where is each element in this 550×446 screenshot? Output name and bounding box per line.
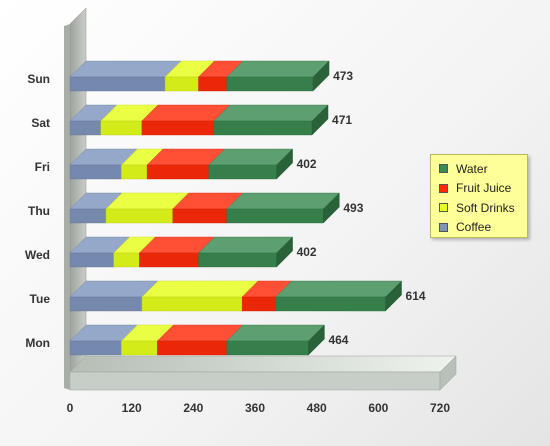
bar-segment-fruit-juice <box>141 104 231 136</box>
legend-label: Soft Drinks <box>456 200 515 215</box>
bar-segment-water <box>275 280 403 312</box>
bar-segment-soft-drinks <box>141 280 259 312</box>
bar-segment-fruit-juice <box>197 60 244 92</box>
bar-segment-fruit-juice <box>241 280 293 312</box>
legend-swatch <box>439 222 448 232</box>
bar-total-label: 493 <box>343 201 363 215</box>
bar-segment-coffee <box>69 148 138 180</box>
bar-segment-water <box>226 324 325 356</box>
bar-segment-fruit-juice <box>156 324 244 356</box>
bar-segment-water <box>226 60 330 92</box>
floor-side <box>439 355 457 391</box>
bar-segment-fruit-juice <box>146 148 226 180</box>
x-tick-label: 600 <box>368 401 388 415</box>
y-category-label: Sun <box>27 72 50 86</box>
legend-swatch <box>439 183 448 193</box>
x-tick-label: 120 <box>122 401 142 415</box>
x-tick-label: 0 <box>67 401 74 415</box>
bar-total-label: 473 <box>333 69 353 83</box>
bar-segment-water <box>208 148 294 180</box>
bar-total-label: 402 <box>297 157 317 171</box>
legend-swatch <box>439 203 448 213</box>
y-category-label: Wed <box>25 248 50 262</box>
y-category-label: Tue <box>30 292 51 306</box>
bar-segment-soft-drinks <box>105 192 190 224</box>
x-tick-label: 720 <box>430 401 450 415</box>
bar-segment-fruit-juice <box>172 192 244 224</box>
y-category-label: Mon <box>25 336 50 350</box>
x-tick-label: 480 <box>307 401 327 415</box>
legend-label: Coffee <box>456 220 492 235</box>
bar-segment-coffee <box>69 236 131 268</box>
axes-layer <box>64 7 457 391</box>
legend-label: Water <box>456 161 488 176</box>
y-category-label: Thu <box>28 204 50 218</box>
x-tick-label: 360 <box>245 401 265 415</box>
x-tick-label: 240 <box>183 401 203 415</box>
legend-item: Fruit Juice <box>439 179 527 199</box>
bar-total-label: 402 <box>297 245 317 259</box>
bar-total-label: 464 <box>328 333 348 347</box>
bar-segment-soft-drinks <box>120 324 174 356</box>
bar-segment-water <box>197 236 294 268</box>
back-wall <box>69 7 87 373</box>
bar-segment-coffee <box>69 192 123 224</box>
bar-segment-water <box>226 192 340 224</box>
bar-segment-water <box>213 104 329 136</box>
bar-segment-fruit-juice <box>138 236 215 268</box>
bars-layer <box>69 60 403 356</box>
wall-edge <box>64 24 70 390</box>
legend-swatch <box>439 164 448 174</box>
bar-segment-soft-drinks <box>164 60 215 92</box>
legend-item: Water <box>439 159 527 179</box>
bar-segment-coffee <box>69 60 182 92</box>
bar-segment-coffee <box>69 280 159 312</box>
y-category-label: Fri <box>35 160 50 174</box>
legend-item: Soft Drinks <box>439 198 527 218</box>
bar-total-label: 471 <box>332 113 352 127</box>
floor-front <box>69 371 441 391</box>
labels-layer: 0 120 240 360 480 600 720 464 Mon 614 Tue 402 Wed 493… <box>25 69 450 415</box>
legend-item: Coffee <box>439 218 527 238</box>
floor-top <box>69 355 457 373</box>
bar-total-label: 614 <box>406 289 426 303</box>
legend-label: Fruit Juice <box>456 181 512 196</box>
y-category-label: Sat <box>31 116 50 130</box>
legend: Water Fruit Juice Soft Drinks Coffee <box>430 154 528 238</box>
